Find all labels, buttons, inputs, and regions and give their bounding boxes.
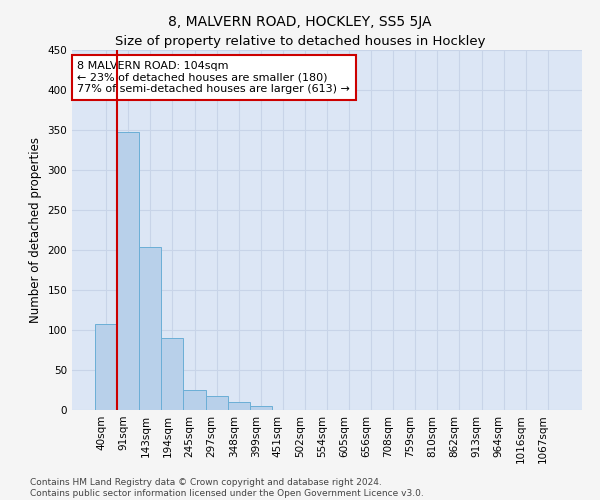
Bar bbox=[184, 390, 206, 410]
Text: Contains HM Land Registry data © Crown copyright and database right 2024.
Contai: Contains HM Land Registry data © Crown c… bbox=[30, 478, 424, 498]
Bar bbox=[95, 324, 117, 410]
Y-axis label: Number of detached properties: Number of detached properties bbox=[29, 137, 42, 323]
Bar bbox=[117, 132, 139, 410]
Text: 8 MALVERN ROAD: 104sqm
← 23% of detached houses are smaller (180)
77% of semi-de: 8 MALVERN ROAD: 104sqm ← 23% of detached… bbox=[77, 61, 350, 94]
Bar bbox=[250, 406, 272, 410]
Bar bbox=[139, 247, 161, 410]
Text: 8, MALVERN ROAD, HOCKLEY, SS5 5JA: 8, MALVERN ROAD, HOCKLEY, SS5 5JA bbox=[168, 15, 432, 29]
Text: Size of property relative to detached houses in Hockley: Size of property relative to detached ho… bbox=[115, 35, 485, 48]
Bar bbox=[161, 338, 184, 410]
Bar bbox=[206, 396, 227, 410]
Bar bbox=[227, 402, 250, 410]
